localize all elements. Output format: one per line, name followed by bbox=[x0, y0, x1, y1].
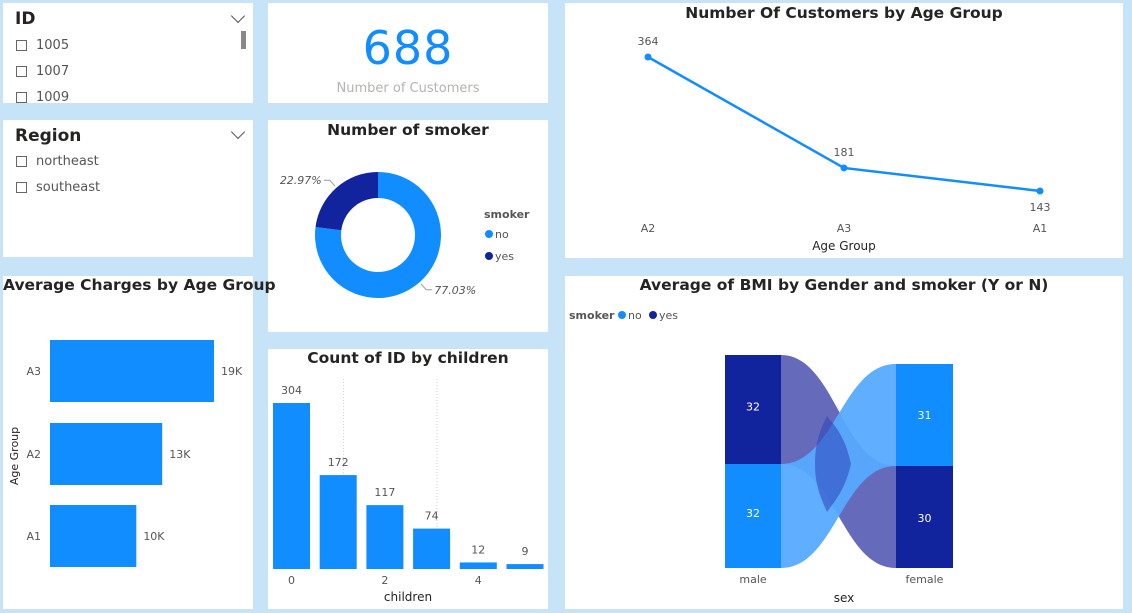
id-option-1009[interactable]: 1009 bbox=[16, 89, 69, 103]
x-tick-label: 0 bbox=[288, 574, 295, 587]
data-label: 32 bbox=[746, 401, 760, 414]
id-option-1007[interactable]: 1007 bbox=[16, 63, 69, 79]
x-tick-label: 4 bbox=[475, 574, 482, 587]
legend-dot bbox=[618, 311, 626, 319]
bmi-ribbon-card: Average of BMI by Gender and smoker (Y o… bbox=[565, 276, 1123, 609]
chart-title: Number Of Customers by Age Group bbox=[685, 4, 1003, 22]
data-label: 117 bbox=[374, 486, 395, 499]
data-label: 143 bbox=[1030, 201, 1051, 214]
data-label: 32 bbox=[746, 507, 760, 520]
bar-children-4 bbox=[459, 562, 497, 569]
checkbox[interactable] bbox=[16, 65, 27, 77]
ribbon-overlap bbox=[815, 416, 851, 512]
kpi-value: 688 bbox=[362, 21, 454, 75]
x-tick-label: A2 bbox=[641, 222, 656, 235]
data-label: 31 bbox=[918, 409, 932, 422]
checkbox[interactable] bbox=[16, 155, 27, 167]
data-label: 22.97% bbox=[280, 174, 322, 187]
donut-slice-no bbox=[315, 172, 441, 298]
line-point bbox=[1036, 187, 1044, 195]
x-tick-label: female bbox=[906, 573, 944, 586]
segment-male-no bbox=[725, 464, 781, 568]
slicer-scrollbar[interactable] bbox=[241, 31, 246, 49]
legend-label: yes bbox=[659, 309, 678, 322]
hbar-chart: 19K A3 13K A2 10K A1 Age Group bbox=[8, 340, 243, 567]
chart-title: Count of ID by children bbox=[307, 349, 509, 367]
data-label: 9 bbox=[522, 545, 529, 558]
line-point bbox=[644, 53, 652, 61]
smoker-donut-card: Number of smoker 77.03% 22.97% smoker no yes bbox=[268, 120, 548, 332]
data-label: 77.03% bbox=[434, 284, 476, 297]
id-slicer-title: ID bbox=[15, 9, 36, 29]
leader-line bbox=[323, 179, 336, 187]
y-tick-label: A2 bbox=[26, 448, 41, 461]
region-option-southeast[interactable]: southeast bbox=[16, 179, 100, 195]
bar-A3 bbox=[50, 340, 214, 402]
bar-children-0 bbox=[273, 403, 310, 569]
ribbon-chart: smoker no yes 32 32 31 30 male female sex bbox=[569, 309, 953, 605]
line-point bbox=[840, 164, 848, 172]
chart-title: Average Charges by Age Group bbox=[3, 276, 276, 294]
bar-children-1 bbox=[319, 475, 357, 569]
children-bar-card: Count of ID by children 304 172 117 74 12 9 0 2… bbox=[268, 349, 548, 609]
y-tick-label: A1 bbox=[26, 530, 41, 543]
id-option-1005[interactable]: 1005 bbox=[16, 37, 69, 53]
y-tick-label: A3 bbox=[26, 365, 41, 378]
id-slicer: ID 1005 1007 1009 bbox=[3, 3, 253, 103]
chevron-down-icon[interactable] bbox=[230, 124, 246, 140]
checkbox[interactable] bbox=[16, 181, 27, 193]
data-label: 364 bbox=[638, 35, 659, 48]
checkbox[interactable] bbox=[16, 91, 27, 103]
data-label: 172 bbox=[328, 456, 349, 469]
kpi-label: Number of Customers bbox=[336, 81, 480, 96]
x-axis-title: sex bbox=[834, 591, 855, 605]
region-option-northeast[interactable]: northeast bbox=[16, 153, 99, 169]
data-label: 12 bbox=[471, 543, 485, 556]
legend-dot bbox=[649, 311, 657, 319]
legend-label: no bbox=[628, 309, 642, 322]
data-label: 13K bbox=[169, 448, 191, 461]
y-axis-title: Age Group bbox=[8, 427, 21, 485]
chart-title: Number of smoker bbox=[327, 121, 489, 139]
x-axis-title: children bbox=[384, 590, 432, 604]
legend-dot bbox=[485, 230, 493, 238]
x-tick-label: 2 bbox=[381, 574, 388, 587]
segment-female-no bbox=[896, 364, 953, 466]
x-tick-label: A1 bbox=[1033, 222, 1048, 235]
line-chart: 364 A2 181 A3 143 A1 Age Group bbox=[638, 35, 1051, 253]
chevron-down-icon[interactable] bbox=[230, 8, 246, 24]
kpi-card: 688 Number of Customers bbox=[268, 3, 548, 103]
legend-label: yes bbox=[495, 250, 514, 263]
bar-children-5 bbox=[506, 564, 544, 569]
chart-title: Average of BMI by Gender and smoker (Y o… bbox=[639, 276, 1049, 294]
data-label: 181 bbox=[834, 146, 855, 159]
bar-children-2 bbox=[366, 505, 404, 569]
x-axis-title: Age Group bbox=[812, 239, 876, 253]
charges-bar-card: Average Charges by Age Group 19K A3 13K A2 1… bbox=[3, 276, 276, 609]
data-label: 30 bbox=[918, 512, 932, 525]
data-label: 74 bbox=[425, 510, 439, 523]
bar-A1 bbox=[50, 505, 137, 567]
segment-male-yes bbox=[725, 355, 781, 464]
x-tick-label: male bbox=[739, 573, 767, 586]
bar-A2 bbox=[50, 423, 163, 485]
customers-line-card: Number Of Customers by Age Group 364 A2 18… bbox=[565, 3, 1123, 258]
donut-slice-yes bbox=[315, 172, 378, 231]
leader-line bbox=[420, 283, 433, 291]
legend-title: smoker bbox=[569, 309, 615, 322]
region-slicer-title: Region bbox=[15, 126, 82, 146]
checkbox[interactable] bbox=[16, 39, 27, 51]
data-label: 10K bbox=[143, 530, 165, 543]
segment-female-yes bbox=[896, 466, 953, 568]
bar-children-3 bbox=[413, 528, 451, 569]
donut-chart: 77.03% 22.97% smoker no yes bbox=[280, 172, 530, 298]
vbar-chart: 304 172 117 74 12 9 0 2 4 children bbox=[273, 379, 544, 604]
data-label: 304 bbox=[281, 384, 302, 397]
legend-dot bbox=[485, 252, 493, 260]
legend-title: smoker bbox=[484, 208, 530, 221]
data-label: 19K bbox=[221, 365, 243, 378]
legend-label: no bbox=[495, 228, 509, 241]
x-tick-label: A3 bbox=[837, 222, 852, 235]
region-slicer: Region northeast southeast bbox=[3, 120, 253, 257]
